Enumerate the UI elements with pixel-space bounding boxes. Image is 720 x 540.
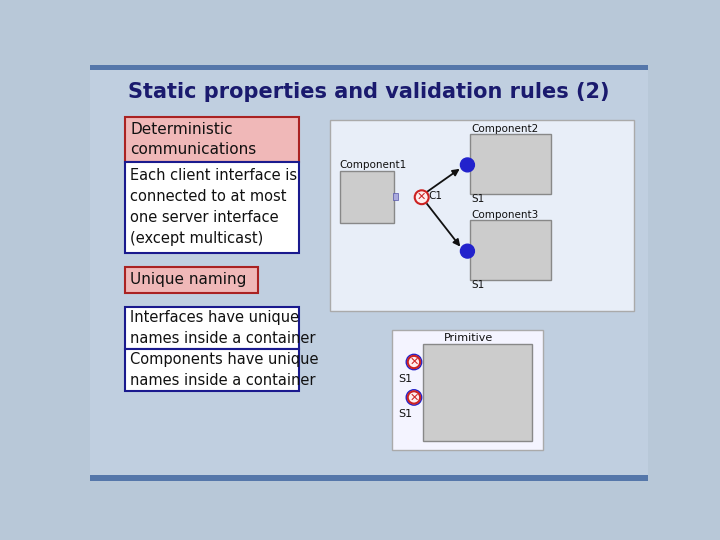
Circle shape [406, 354, 422, 370]
Circle shape [461, 158, 474, 172]
Bar [125, 349, 300, 390]
Text: Primitive: Primitive [444, 333, 492, 343]
Bar [469, 134, 551, 194]
Bar [125, 267, 258, 293]
Bar [469, 220, 551, 280]
Text: Components have unique
names inside a container: Components have unique names inside a co… [130, 352, 319, 388]
Bar [125, 117, 300, 162]
Text: S1: S1 [398, 374, 413, 384]
Bar [125, 307, 300, 349]
Bar [340, 171, 394, 224]
Text: Each client interface is
connected to at most
one server interface
(except multi: Each client interface is connected to at… [130, 168, 297, 246]
Text: Component2: Component2 [472, 124, 539, 134]
Bar [423, 345, 532, 441]
Circle shape [415, 190, 428, 204]
Text: ✕: ✕ [409, 357, 418, 367]
Text: Component1: Component1 [340, 160, 407, 170]
Text: ✕: ✕ [409, 393, 418, 402]
Circle shape [408, 356, 420, 368]
Text: Static properties and validation rules (2): Static properties and validation rules (… [128, 82, 610, 102]
Text: ✕: ✕ [417, 192, 426, 202]
Text: S1: S1 [398, 409, 413, 420]
Text: S1: S1 [472, 280, 485, 290]
Circle shape [408, 392, 420, 403]
Text: Unique naming: Unique naming [130, 272, 247, 287]
Circle shape [461, 244, 474, 258]
Text: Deterministic
communications: Deterministic communications [130, 122, 256, 157]
Bar [125, 162, 300, 253]
Bar [90, 65, 648, 70]
Text: S1: S1 [472, 194, 485, 204]
Text: C1: C1 [428, 191, 442, 201]
Bar [393, 193, 398, 200]
Text: Component3: Component3 [472, 210, 539, 220]
Text: Interfaces have unique
names inside a container: Interfaces have unique names inside a co… [130, 310, 316, 346]
Bar [330, 120, 634, 311]
Bar [392, 330, 544, 450]
Circle shape [406, 390, 422, 405]
Bar [90, 475, 648, 481]
